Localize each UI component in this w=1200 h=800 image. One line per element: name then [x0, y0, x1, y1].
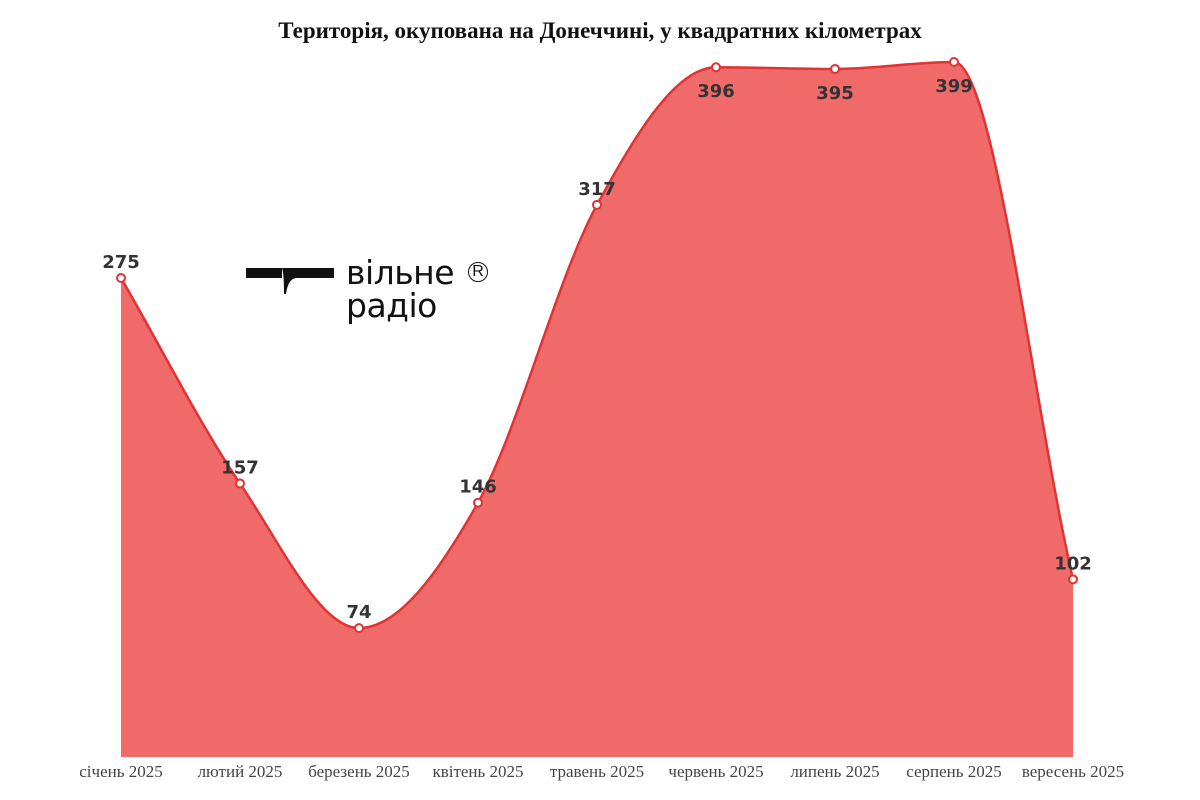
- data-label: 395: [816, 83, 854, 104]
- x-tick-label: липень 2025: [790, 762, 879, 781]
- data-point: [711, 62, 721, 73]
- data-label: 396: [697, 81, 735, 102]
- data-point: [592, 199, 602, 210]
- x-tick-label: січень 2025: [79, 762, 162, 781]
- data-label: 146: [459, 477, 497, 498]
- x-tick-label: травень 2025: [550, 762, 644, 781]
- logo-line1: вільне: [346, 253, 455, 292]
- x-tick-label: березень 2025: [308, 762, 410, 781]
- logo-text: вільне радіо: [346, 253, 455, 325]
- logo-mark-icon: [246, 268, 334, 294]
- area-fill: [121, 62, 1073, 757]
- data-point: [1068, 574, 1078, 585]
- data-label: 399: [935, 76, 973, 97]
- data-label: 157: [221, 458, 259, 479]
- registered-mark: R: [468, 262, 488, 282]
- data-label: 317: [578, 179, 616, 200]
- x-tick-label: серпень 2025: [906, 762, 1002, 781]
- x-tick-label: червень 2025: [668, 762, 763, 781]
- x-tick-label: квітень 2025: [432, 762, 523, 781]
- x-tick-label: лютий 2025: [198, 762, 283, 781]
- data-point: [949, 57, 959, 67]
- data-point: [116, 272, 126, 283]
- x-tick-label: вересень 2025: [1022, 762, 1124, 781]
- data-label: 102: [1054, 553, 1092, 574]
- data-point: [354, 623, 364, 634]
- data-label: 275: [102, 252, 140, 273]
- chart-title: Територія, окупована на Донеччині, у ква…: [278, 18, 922, 43]
- logo-line2: радіо: [346, 286, 437, 325]
- data-label: 74: [346, 602, 371, 623]
- data-point: [235, 478, 245, 489]
- data-point: [473, 497, 483, 508]
- data-point: [830, 63, 840, 74]
